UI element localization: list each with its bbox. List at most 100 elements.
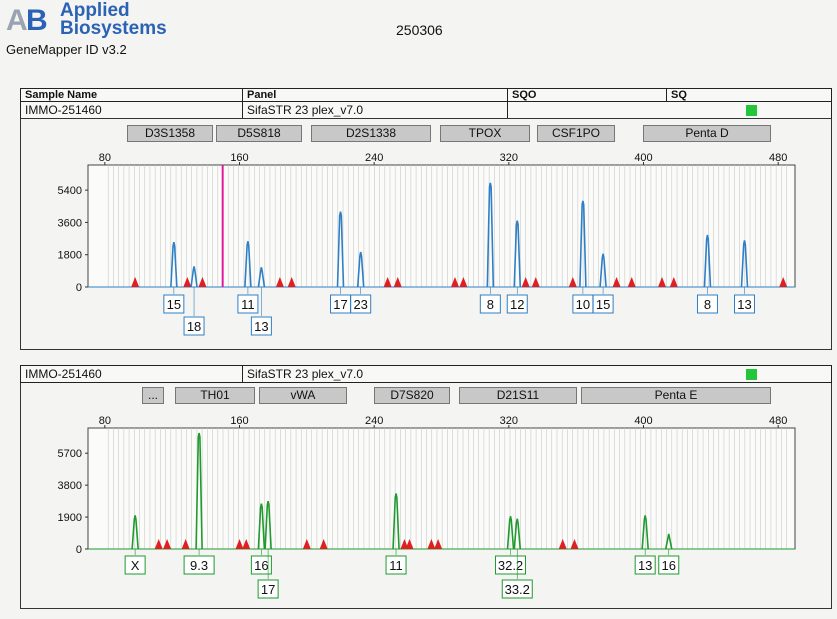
y-tick-label: 1800: [58, 250, 82, 262]
allele-call-box: [495, 555, 527, 575]
allele-call-box: [634, 555, 656, 575]
x-tick-label: 320: [500, 152, 518, 164]
allele-call-box: [734, 294, 755, 314]
locus-TPOX[interactable]: TPOX: [440, 125, 530, 142]
marker-triangle: [779, 277, 788, 287]
marker-triangle: [393, 277, 402, 287]
allele-call-label: 16: [254, 558, 268, 573]
marker-triangle: [400, 539, 409, 549]
x-tick-label: 160: [230, 152, 248, 164]
allele-peak: [195, 432, 203, 550]
locus-Penta-E[interactable]: Penta E: [581, 387, 771, 404]
allele-call-label: 11: [241, 297, 255, 312]
allele-peak: [641, 515, 649, 550]
marker-triangle: [275, 277, 284, 287]
allele-call-box: [183, 555, 215, 575]
y-tick-label: 5400: [58, 185, 82, 197]
allele-call-label: 8: [487, 297, 494, 312]
x-tick-label: 480: [769, 152, 787, 164]
marker-triangle: [287, 277, 296, 287]
allele-call-box: [385, 555, 407, 575]
allele-peak: [513, 518, 522, 550]
svg-text:B: B: [26, 4, 48, 34]
allele-call-box: [124, 555, 146, 575]
allele-call-box: [501, 579, 533, 599]
locus-D7S820[interactable]: D7S820: [374, 387, 450, 404]
marker-triangle: [558, 539, 567, 549]
marker-triangle: [154, 539, 163, 549]
y-tick-label: 0: [76, 282, 82, 294]
x-tick-label: 400: [634, 415, 652, 427]
allele-call-box: [658, 555, 680, 575]
panel-2-panel: SifaSTR 23 plex_v7.0: [242, 365, 832, 383]
allele-call-box: [183, 316, 205, 336]
run-id: 250306: [396, 22, 443, 38]
locus-D2S1338[interactable]: D2S1338: [311, 125, 431, 142]
brand-line1: Applied: [60, 0, 130, 21]
locus-D3S1358[interactable]: D3S1358: [127, 125, 213, 142]
locus-TH01[interactable]: TH01: [175, 387, 255, 404]
marker-triangle: [459, 277, 468, 287]
locus-CSF1PO[interactable]: CSF1PO: [537, 125, 615, 142]
allele-call-label: 13: [254, 319, 268, 334]
marker-triangle: [627, 277, 636, 287]
marker-triangle: [319, 539, 328, 549]
panel-1-frame: [20, 118, 832, 350]
allele-call-label: 15: [596, 297, 610, 312]
quality-status-icon: [746, 105, 757, 116]
allele-call-box: [163, 294, 185, 314]
y-tick-label: 3600: [58, 217, 82, 229]
allele-peak: [392, 493, 400, 550]
y-tick-label: 3800: [58, 480, 82, 492]
y-tick-label: 1900: [58, 512, 82, 524]
panel-value: SifaSTR 23 plex_v7.0: [242, 101, 508, 119]
allele-call-label: 13: [638, 558, 652, 573]
marker-triangle: [163, 539, 172, 549]
panel-2-quality-icon: [746, 369, 757, 380]
allele-peak: [599, 253, 607, 288]
locus-vWA[interactable]: vWA: [259, 387, 347, 404]
allele-call-label: 17: [333, 297, 347, 312]
allele-call-label: 12: [510, 297, 524, 312]
panel-2-sample: IMMO-251460: [20, 365, 243, 383]
header-panel: Panel: [242, 88, 508, 102]
allele-call-box: [696, 294, 718, 314]
allele-call-box: [592, 294, 614, 314]
allele-call-label: 15: [167, 297, 181, 312]
allele-call-label: 17: [261, 582, 275, 597]
allele-call-label: 13: [737, 297, 751, 312]
brand-line2: Biosystems: [60, 18, 167, 39]
x-tick-label: 240: [365, 152, 383, 164]
loci-overflow-button[interactable]: ...: [142, 387, 164, 404]
marker-triangle: [302, 539, 311, 549]
x-tick-label: 160: [230, 415, 248, 427]
allele-peak: [579, 200, 587, 288]
allele-peak: [506, 516, 515, 550]
y-tick-label: 5700: [58, 448, 82, 460]
allele-call-box: [250, 316, 272, 336]
sample-name-value: IMMO-251460: [20, 101, 243, 119]
allele-peak: [336, 211, 345, 288]
marker-triangle: [198, 277, 207, 287]
allele-call-label: 16: [662, 558, 676, 573]
allele-call-box: [237, 294, 259, 314]
marker-triangle: [568, 277, 577, 287]
allele-peak: [170, 241, 178, 288]
locus-Penta-D[interactable]: Penta D: [643, 125, 771, 142]
allele-peak: [664, 533, 673, 550]
allele-peak: [703, 234, 712, 288]
allele-call-label: 23: [353, 297, 367, 312]
marker-triangle: [612, 277, 621, 287]
applied-biosystems-logo-icon: A B: [6, 4, 48, 34]
x-tick-label: 80: [99, 415, 111, 427]
allele-call-label: 10: [576, 297, 590, 312]
allele-call-label: 8: [704, 297, 711, 312]
allele-call-box: [350, 294, 372, 314]
locus-D5S818[interactable]: D5S818: [216, 125, 302, 142]
locus-D21S11[interactable]: D21S11: [459, 387, 577, 404]
allele-call-box: [479, 294, 501, 314]
allele-peak: [264, 500, 272, 550]
marker-triangle: [405, 539, 414, 549]
